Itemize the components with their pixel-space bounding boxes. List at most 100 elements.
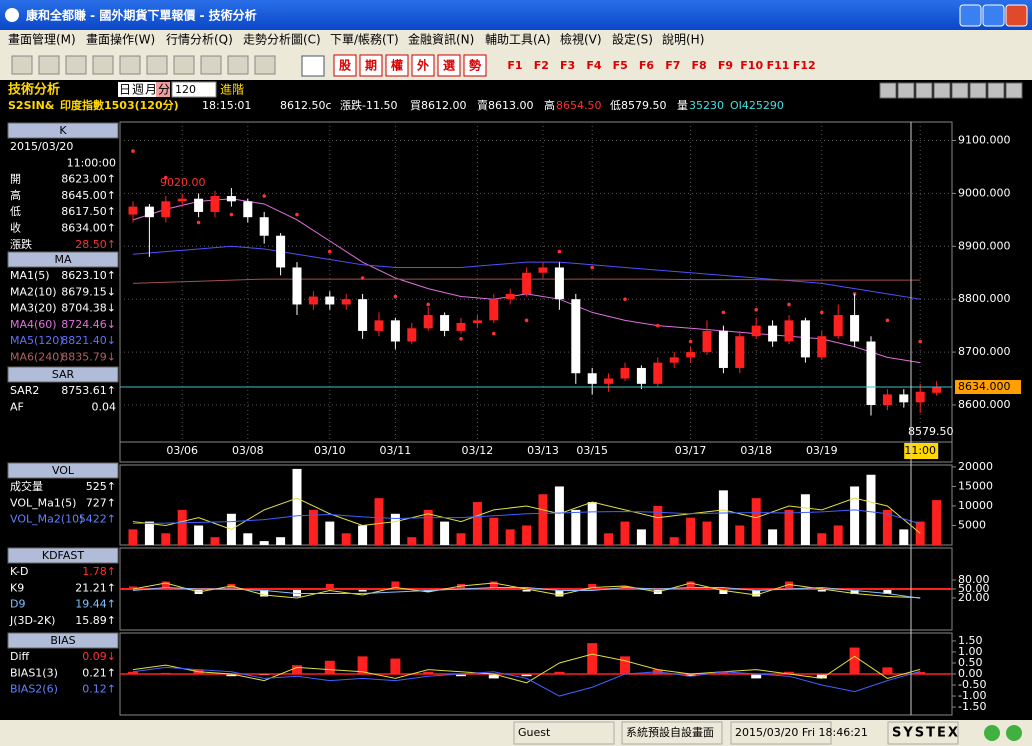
function-key[interactable]: F6 — [639, 59, 655, 72]
menu-item[interactable]: 設定(S) — [612, 32, 653, 47]
quick-button-label[interactable]: 期 — [365, 58, 377, 73]
minimize-button[interactable] — [959, 4, 982, 27]
function-key[interactable]: F5 — [613, 59, 628, 72]
toolbar-icon[interactable] — [254, 55, 276, 75]
volume-bar — [669, 537, 679, 545]
menu-item[interactable]: 檢視(V) — [560, 32, 602, 47]
function-key[interactable]: F9 — [718, 59, 733, 72]
menu-item[interactable]: 行情分析(Q) — [166, 33, 233, 47]
candle-body — [686, 352, 696, 358]
candle-body — [456, 322, 466, 331]
toolbar-icon[interactable] — [200, 55, 222, 75]
function-key[interactable]: F3 — [560, 59, 575, 72]
kd-bar — [686, 581, 695, 589]
volume-bar — [817, 533, 827, 545]
toolbar-icon[interactable] — [301, 55, 325, 77]
candle-body — [407, 328, 417, 342]
toolbar-icon[interactable] — [119, 55, 141, 75]
close-button[interactable] — [1005, 4, 1028, 27]
panel-title: KDFAST — [42, 549, 85, 562]
toolbar-icon[interactable] — [92, 55, 114, 75]
volume-bar — [784, 509, 794, 545]
chart-tool-icon[interactable] — [987, 82, 1005, 99]
period-option[interactable]: 分 — [158, 83, 170, 97]
candle-body — [423, 315, 433, 329]
chart-tool-icon[interactable] — [951, 82, 969, 99]
sar-dot — [820, 310, 824, 315]
status-cell — [730, 721, 832, 745]
candle-body — [718, 330, 728, 368]
panel-row-value: 8835.79↓ — [61, 351, 116, 364]
function-key[interactable]: F12 — [793, 59, 816, 72]
chart-tool-icon[interactable] — [897, 82, 915, 99]
toolbar-icon[interactable] — [65, 55, 87, 75]
menu-item[interactable]: 畫面操作(W) — [86, 32, 155, 47]
status-datetime: 2015/03/20 Fri 18:46:21 — [735, 726, 868, 739]
interval-value[interactable]: 120 — [175, 83, 196, 96]
function-key[interactable]: F2 — [534, 59, 549, 72]
candle-body — [538, 267, 548, 273]
menu-item[interactable]: 走勢分析圖(C) — [243, 32, 321, 47]
quick-button[interactable] — [359, 54, 383, 77]
menu-item[interactable]: 金融資訊(N) — [408, 32, 474, 47]
function-key[interactable]: F7 — [665, 59, 680, 72]
function-key[interactable]: F8 — [692, 59, 707, 72]
bias-bar — [357, 656, 368, 674]
bias-bar — [128, 671, 138, 674]
sar-dot — [787, 302, 791, 307]
quick-button[interactable] — [333, 54, 357, 77]
function-key[interactable]: F11 — [767, 59, 790, 72]
candle-body — [210, 196, 220, 212]
quick-button-label[interactable]: 權 — [391, 58, 403, 73]
candle-body — [604, 378, 614, 384]
maximize-button[interactable] — [982, 4, 1005, 27]
menu-item[interactable]: 輔助工具(A) — [485, 33, 551, 47]
quick-button-label[interactable]: 勢 — [469, 58, 481, 73]
interval-box[interactable] — [171, 81, 217, 98]
chart-tool-icon[interactable] — [879, 82, 897, 99]
advanced-button[interactable]: 進階 — [220, 82, 244, 97]
candle-body — [374, 320, 384, 331]
period-option[interactable]: 日 — [119, 83, 131, 97]
status-cell — [887, 721, 959, 745]
function-key[interactable]: F10 — [740, 59, 763, 72]
y-tick-label: 10000 — [958, 499, 993, 512]
status-cell — [513, 721, 615, 745]
volume-bar — [374, 498, 384, 545]
quote-field: 量 — [677, 99, 688, 112]
quick-button[interactable] — [411, 54, 435, 77]
quick-button[interactable] — [463, 54, 487, 77]
toolbar-icon[interactable] — [173, 55, 195, 75]
period-option[interactable]: 週 — [132, 83, 144, 97]
chart-tool-icon[interactable] — [933, 82, 951, 99]
sar-dot — [262, 194, 267, 198]
quick-button[interactable] — [437, 54, 461, 77]
quick-button-label[interactable]: 選 — [443, 59, 455, 73]
panel-title: BIAS — [50, 634, 75, 647]
panel-row-label: MA3(20) — [10, 302, 57, 315]
menu-item[interactable]: 畫面管理(M) — [8, 32, 76, 47]
function-key[interactable]: F4 — [586, 59, 602, 72]
quick-button-label[interactable]: 股 — [339, 58, 352, 73]
quick-button[interactable] — [385, 54, 409, 77]
period-option[interactable]: 月 — [145, 83, 157, 97]
toolbar-icon[interactable] — [38, 55, 60, 75]
toolbar-icon[interactable] — [146, 55, 168, 75]
status-cell — [621, 721, 723, 745]
toolbar-icon[interactable] — [11, 55, 33, 75]
volume-bar — [850, 486, 860, 545]
candle-body — [620, 367, 630, 379]
y-tick-label: 1.50 — [958, 634, 983, 647]
chart-tool-icon[interactable] — [1005, 82, 1023, 99]
sar-dot — [360, 276, 365, 280]
panel-title: SAR — [52, 368, 75, 381]
toolbar-icon[interactable] — [227, 55, 249, 75]
function-key[interactable]: F1 — [507, 59, 522, 72]
menu-item[interactable]: 下單/帳務(T) — [330, 33, 399, 47]
volume-bar — [718, 490, 728, 545]
sar-dot — [196, 220, 201, 225]
quick-button-label[interactable]: 外 — [417, 58, 429, 73]
chart-tool-icon[interactable] — [969, 82, 987, 99]
chart-tool-icon[interactable] — [915, 82, 933, 99]
menu-item[interactable]: 說明(H) — [662, 32, 704, 47]
